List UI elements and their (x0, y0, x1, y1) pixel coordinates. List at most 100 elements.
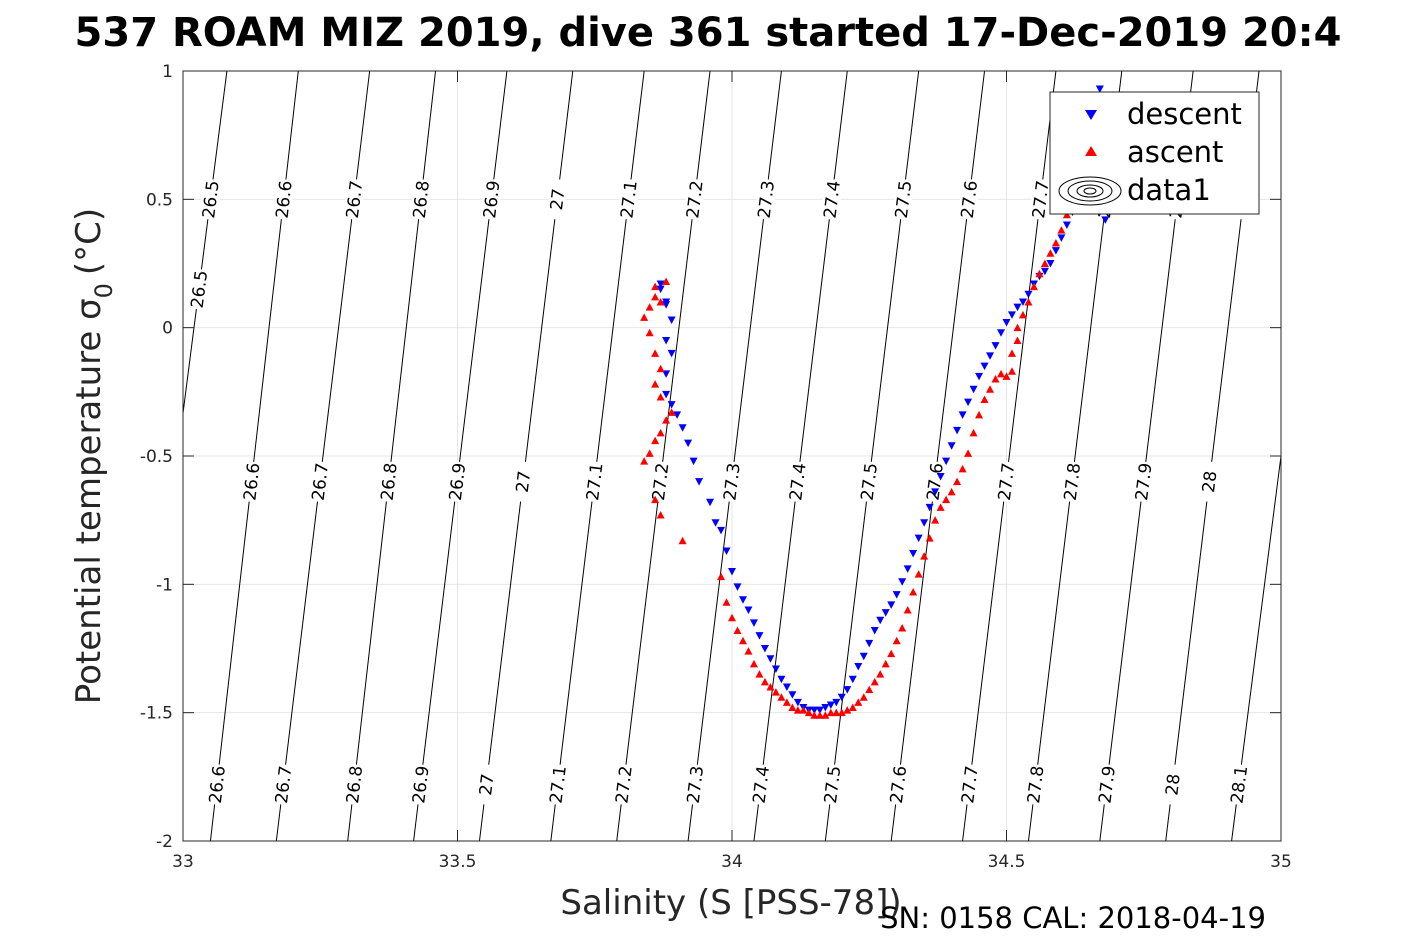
ascent-point (645, 449, 654, 457)
ascent-point (898, 623, 907, 632)
isopycnal-label-26.8: 26.8 (410, 180, 434, 220)
x-axis-label: Salinity (S [PSS-78]) (560, 883, 901, 923)
isopycnal-label-28: 28 (1199, 470, 1221, 494)
descent-point (1007, 311, 1016, 319)
ascent-point (942, 495, 951, 504)
isopycnal-label-26.9: 26.9 (446, 462, 470, 502)
ascent-point (749, 659, 758, 668)
y-axis-label-main: Potential temperature σ (69, 298, 109, 704)
isopycnal-label-bg (648, 460, 672, 503)
isopycnal-label-27.6: 27.6 (887, 765, 911, 805)
descent-point (684, 439, 693, 448)
isopycnal-label-27.3: 27.3 (755, 179, 779, 219)
legend-descent-label: descent (1127, 97, 1242, 131)
descent-point (909, 550, 918, 558)
isopycnal-label-27.7: 27.7 (958, 765, 982, 805)
isopycnal-label-27.1: 27.1 (546, 765, 570, 805)
ascent-point (991, 375, 1000, 383)
descent-point (1062, 221, 1071, 229)
isopycnal-label-27: 27 (547, 188, 569, 212)
ascent-point (651, 380, 660, 388)
y-tick-label: 0 (162, 319, 173, 339)
descent-point (711, 519, 720, 527)
descent-point (717, 526, 726, 535)
svg-text:Potential temperature σ0(°C): Potential temperature σ0 (°C) (69, 208, 118, 704)
descent-point (964, 398, 973, 407)
isopycnal-label-bg (445, 460, 469, 503)
ascent-point (1007, 349, 1016, 357)
ascent-point (936, 503, 945, 511)
ascent-point (651, 282, 660, 291)
isopycnal-label-bg (187, 268, 211, 311)
ascent-point (909, 588, 918, 596)
isopycnal-label-bg (1132, 460, 1155, 503)
ascent-point (865, 685, 874, 694)
isopycnal-label-bg (1095, 763, 1119, 806)
isopycnal-label-27.3: 27.3 (720, 462, 744, 502)
ascent-point (662, 416, 671, 424)
isopycnal-label-bg (886, 763, 910, 806)
isopycnal-label-26.7: 26.7 (309, 462, 333, 502)
ascent-point (755, 670, 764, 678)
descent-point (980, 362, 989, 371)
ascent-point (881, 659, 890, 668)
isopycnal-label-27.2: 27.2 (649, 462, 673, 502)
ascent-point (640, 313, 649, 321)
ascent-point (964, 449, 973, 457)
descent-point (892, 591, 901, 599)
isopycnal-label-bg (958, 763, 981, 806)
descent-point (969, 385, 978, 394)
ascent-point (903, 606, 912, 614)
descent-point (859, 652, 868, 661)
ascent-point (1002, 372, 1011, 380)
descent-point (1002, 319, 1011, 327)
isopycnal-label-bg (583, 460, 606, 503)
isopycnal-label-bg (474, 763, 498, 806)
ascent-point (914, 570, 923, 578)
isopycnal-label-bg (1227, 763, 1251, 806)
ascent-point (958, 464, 967, 473)
descent-point (749, 619, 758, 627)
ascent-point (640, 457, 649, 465)
ascent-point (821, 711, 830, 719)
descent-point (958, 411, 967, 419)
ascent-point (848, 703, 857, 712)
descent-point (865, 639, 874, 648)
isopycnal-label-bg (820, 763, 844, 806)
ascent-point (788, 703, 797, 712)
y-tick-label: -0.5 (140, 447, 173, 467)
descent-point (760, 645, 769, 653)
isopycnal-label-bg (612, 763, 635, 806)
y-tick-label: 1 (162, 62, 173, 82)
ascent-point (892, 636, 901, 645)
x-tick-label: 34.5 (988, 852, 1026, 872)
isopycnal-label-bg (409, 178, 433, 221)
descent-point (826, 701, 835, 709)
isopycnal-label-26.5: 26.5 (188, 269, 213, 309)
descent-point (942, 457, 951, 466)
ascent-point (744, 647, 753, 655)
descent-point (738, 596, 747, 604)
ascent-point (1013, 323, 1022, 332)
ascent-point (651, 349, 660, 357)
descent-point (815, 706, 824, 715)
isopycnal-label-28: 28 (1162, 773, 1184, 797)
ascent-point (645, 303, 654, 311)
isopycnal-label-26.9: 26.9 (409, 765, 433, 805)
ascent-point (815, 711, 824, 719)
isopycnal-label-27.2: 27.2 (683, 179, 707, 219)
ascent-point (843, 706, 852, 714)
isopycnal-label-27.9: 27.9 (1132, 462, 1156, 502)
isopycnal-label-bg (820, 178, 844, 221)
descent-point (887, 601, 896, 609)
ascent-point (656, 364, 665, 373)
descent-point (953, 426, 962, 435)
descent-point (728, 568, 736, 576)
isopycnal-label-27.8: 27.8 (1061, 462, 1085, 502)
isopycnal-label-bg (857, 460, 881, 503)
ascent-point (876, 670, 885, 678)
isopycnal-label-bg (342, 763, 366, 806)
isopycnal-label-27.1: 27.1 (583, 462, 607, 502)
y-axis-label: Potential temperature σ0 (°C) (69, 208, 118, 704)
descent-point (848, 675, 857, 684)
